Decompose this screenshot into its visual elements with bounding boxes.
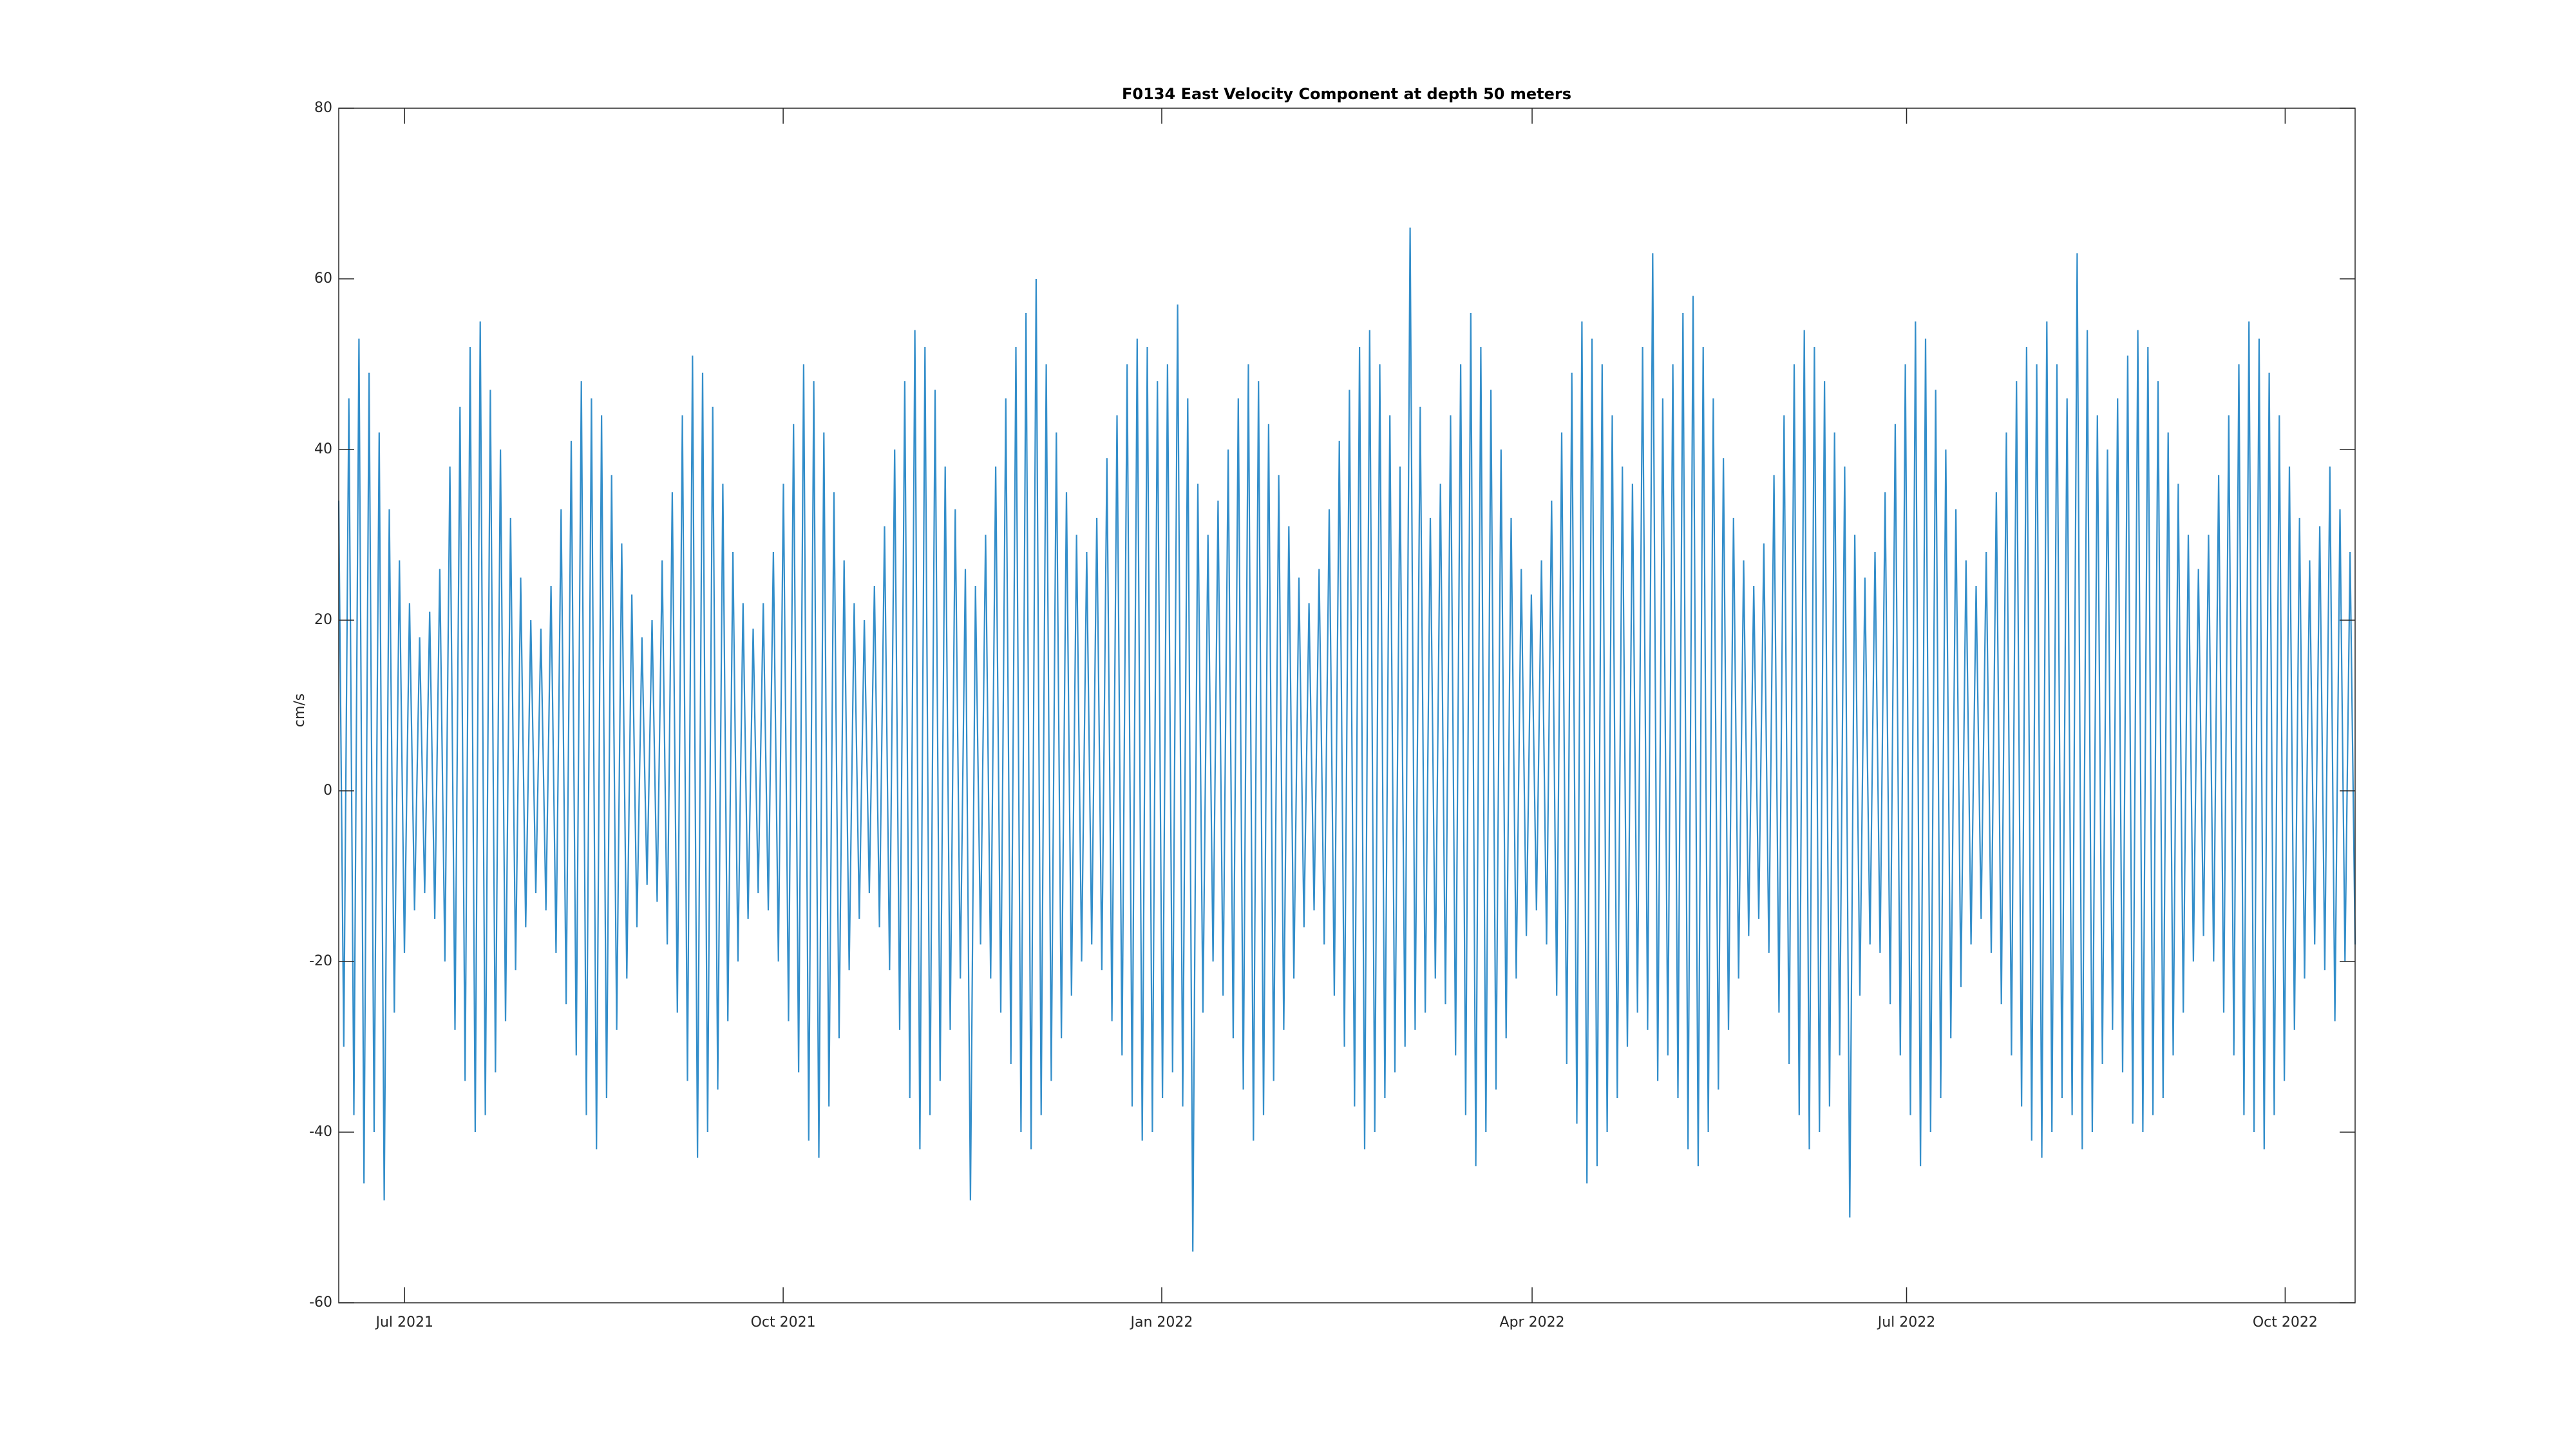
x-tick-label: Oct 2022	[2253, 1314, 2318, 1331]
y-tick-label: -40	[309, 1124, 332, 1140]
y-tick-label: -20	[309, 953, 332, 969]
x-tick-label: Apr 2022	[1500, 1314, 1565, 1331]
axes-box	[338, 108, 2356, 1303]
y-tick-label: 60	[314, 270, 332, 287]
x-tick-label: Jan 2022	[1130, 1314, 1193, 1331]
x-tick-label: Jul 2021	[374, 1314, 433, 1331]
y-tick-label: 20	[314, 612, 332, 628]
y-tick-label: 80	[314, 100, 332, 116]
x-tick-label: Oct 2021	[751, 1314, 816, 1331]
y-axis-label: cm/s	[292, 694, 308, 727]
y-tick-label: 40	[314, 441, 332, 457]
chart-title: F0134 East Velocity Component at depth 5…	[1122, 85, 1571, 103]
data-line	[337, 227, 2356, 1252]
y-tick-label: -60	[309, 1294, 332, 1311]
y-tick-label: 0	[323, 782, 332, 799]
x-tick-label: Jul 2022	[1877, 1314, 1936, 1331]
